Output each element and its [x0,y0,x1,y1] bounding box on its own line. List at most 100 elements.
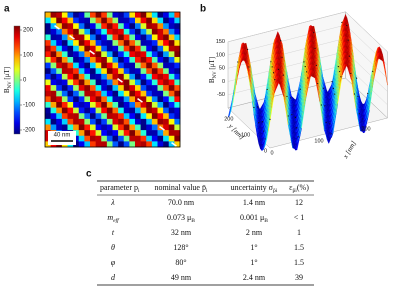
heatmap-cell [140,34,147,41]
heatmap-cell [118,34,125,41]
heatmap-cell [140,40,147,47]
heatmap-cell [67,23,74,30]
heatmap-cell [56,90,63,97]
heatmap-cell [146,45,153,52]
heatmap-cell [129,135,136,142]
heatmap-cell [118,113,125,120]
data-dot [266,88,268,91]
heatmap-cell [118,107,125,114]
data-dot [271,66,273,68]
scale-bar-label: 40 nm [54,133,71,139]
heatmap-cell [45,118,51,125]
heatmap-cell [56,51,63,58]
heatmap-cell [95,57,102,63]
data-dot [303,61,305,63]
heatmap-cell [174,12,181,18]
heatmap-cell [118,79,125,86]
data-dot [331,81,333,83]
heatmap-cell [151,130,158,137]
heatmap-cell [56,34,63,41]
heatmap-cell [168,57,175,63]
heatmap-cell [146,17,153,24]
table-cell: 80° [175,258,186,267]
table-cell: 12 [295,198,303,207]
heatmap-cell [90,85,96,92]
heatmap-cell [140,23,147,30]
heatmap-cell [90,96,96,103]
heatmap-cell [61,102,68,108]
heatmap-cell [174,124,181,131]
heatmap-cell [67,79,74,86]
table-cell: 49 nm [171,273,192,282]
heatmap-cell [163,130,170,137]
heatmap-cell [56,107,63,114]
heatmap-cell [140,130,147,137]
z-tick-label: 0 [222,79,225,85]
heatmap-cell [101,102,108,108]
data-dot [248,66,250,68]
heatmap-cell [123,107,130,114]
data-dot [269,118,271,120]
heatmap-cell [84,17,91,24]
table-cell: 1° [250,243,257,252]
heatmap-cell [140,73,147,80]
data-dot [357,95,359,98]
heatmap-cell [135,45,141,52]
heatmap-cell [95,68,102,75]
heatmap-cell [95,40,102,47]
table-cell: 39 [295,273,303,282]
heatmap-cell [157,79,164,86]
heatmap-cell [84,73,91,80]
heatmap-cell [140,102,147,108]
subscript: p̄i [273,188,278,194]
z-axis-label: BNV [μT] [208,57,218,83]
heatmap-cell [146,107,153,114]
heatmap-cell [163,51,170,58]
text-part: [μT] [3,67,11,81]
heatmap-cell [61,40,68,47]
heatmap-cell [151,34,158,41]
heatmap-cell [106,34,113,41]
heatmap-cell [112,96,119,103]
heatmap-cell [56,102,63,108]
heatmap-cell [123,73,130,80]
heatmap-cell [90,68,96,75]
heatmap-cell [129,124,136,131]
heatmap-cell [45,12,51,18]
marker [117,78,123,83]
heatmap-cell [174,102,181,108]
heatmap-cell [174,96,181,103]
heatmap-cell [174,51,181,58]
data-dot [329,123,331,125]
heatmap-cell [84,130,91,137]
z-tick-label: 50 [219,66,225,72]
heatmap-cell [106,107,113,114]
heatmap-cell [61,85,68,92]
heatmap-cell [135,12,141,18]
heatmap-cell [135,28,141,35]
heatmap-cell [146,68,153,75]
heatmap-cell [118,124,125,131]
subscript: i [206,188,208,194]
data-dot [287,115,289,117]
heatmap-cell [84,79,91,86]
heatmap-cell [67,34,74,41]
heatmap-cell [106,85,113,92]
colorbar-title: BNV [μT] [3,67,13,93]
heatmap-cell [140,79,147,86]
heatmap-cell [90,57,96,63]
heatmap-cell [123,135,130,142]
heatmap-cell [146,34,153,41]
heatmap-cell [168,62,175,69]
heatmap-cell [157,51,164,58]
x-tick-label: 100 [314,138,323,144]
heatmap-cell [73,68,80,75]
heatmap-cell [67,118,74,125]
panel-c: parameter pi nominal value p̄i uncertainty… [97,180,314,286]
heatmap-cell [135,62,141,69]
heatmap-cell [118,73,125,80]
heatmap-cell [61,23,68,30]
heatmap-cell [112,85,119,92]
heatmap-cell [157,68,164,75]
